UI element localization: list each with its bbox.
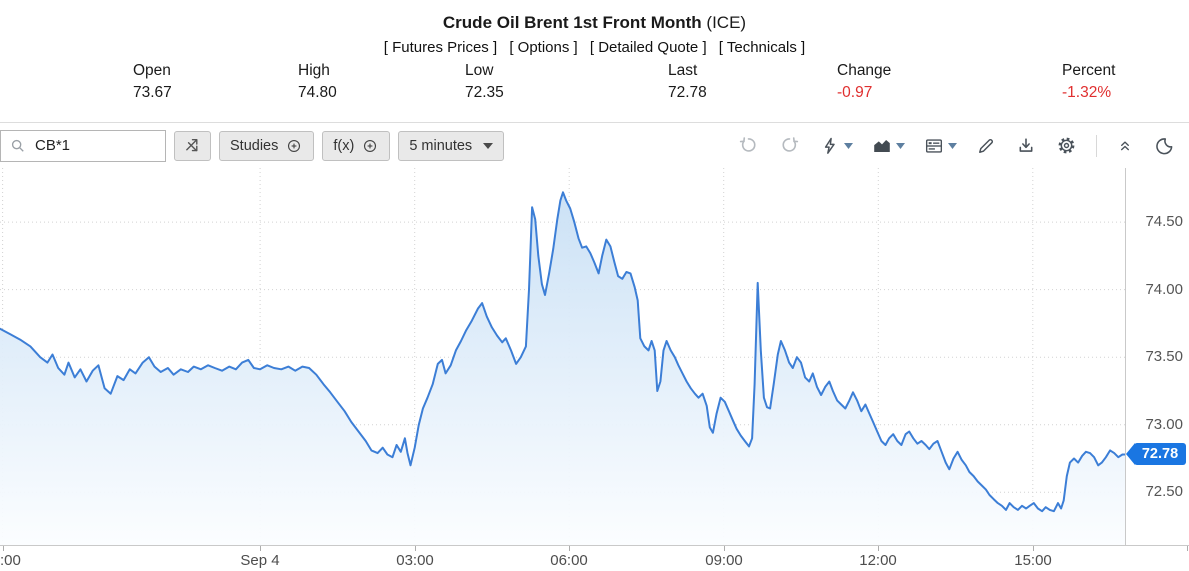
- caret-down-icon: [844, 142, 853, 149]
- dark-mode-moon-icon: [1153, 135, 1175, 157]
- time-axis-label: 15:00: [1014, 552, 1052, 569]
- quote-label: Last: [668, 62, 698, 79]
- exchange-name: (ICE): [706, 13, 747, 32]
- quote-value: -0.97: [837, 84, 873, 101]
- price-axis-label: 74.50: [1145, 213, 1183, 230]
- quote-field-last: Last 72.78: [668, 61, 707, 103]
- studies-button-label: Studies: [230, 137, 279, 154]
- quote-label: High: [298, 62, 330, 79]
- page-title: Crude Oil Brent 1st Front Month (ICE): [0, 12, 1189, 33]
- caret-down-icon: [896, 142, 905, 149]
- toolbar-right-group: [737, 134, 1189, 157]
- redo-button[interactable]: [778, 134, 801, 157]
- quote-field-percent: Percent -1.32%: [1062, 61, 1115, 103]
- time-axis-label: 03:00: [396, 552, 434, 569]
- quote-label: Open: [133, 62, 171, 79]
- interval-dropdown-value: 5 minutes: [409, 137, 473, 154]
- interval-dropdown[interactable]: 5 minutes: [398, 130, 505, 161]
- time-axis-tick: [3, 546, 4, 551]
- price-area-fill: [0, 192, 1125, 546]
- fx-button-label: f(x): [333, 137, 355, 154]
- events-menu-button[interactable]: [819, 135, 853, 157]
- quote-field-open: Open 73.67: [133, 61, 172, 103]
- plus-circle-icon: [285, 137, 303, 155]
- redo-icon: [778, 134, 801, 157]
- quote-field-low: Low 72.35: [465, 61, 504, 103]
- draw-pencil-icon: [975, 135, 997, 157]
- dark-mode-button[interactable]: [1153, 135, 1175, 157]
- download-icon: [1015, 135, 1037, 157]
- time-axis-tick: [260, 546, 261, 551]
- time-axis-tick: [1033, 546, 1034, 551]
- last-price-badge-value: 72.78: [1141, 446, 1179, 462]
- search-icon: [9, 137, 27, 155]
- caret-down-icon: [948, 142, 957, 149]
- time-axis-tick: [415, 546, 416, 551]
- quote-value: 74.80: [298, 84, 337, 101]
- chart-type-area-icon: [871, 135, 893, 157]
- time-axis-tick: [878, 546, 879, 551]
- layout-menu-button[interactable]: [923, 135, 957, 157]
- plus-circle-icon: [361, 137, 379, 155]
- link-technicals[interactable]: [ Technicals ]: [718, 39, 806, 56]
- toolbar-left-group: Studies f(x) 5 minutes: [0, 123, 512, 168]
- time-axis-tick: [724, 546, 725, 551]
- studies-button[interactable]: Studies: [219, 130, 315, 161]
- time-axis-label: :00: [0, 552, 21, 569]
- quote-value: 72.78: [668, 84, 707, 101]
- price-axis-label: 73.00: [1145, 416, 1183, 433]
- symbol-search[interactable]: [0, 129, 166, 162]
- caret-down-icon: [483, 142, 494, 149]
- time-axis-tick: [1187, 546, 1188, 551]
- link-futures-prices[interactable]: [ Futures Prices ]: [383, 39, 498, 56]
- events-lightning-icon: [819, 135, 841, 157]
- last-price-marker-arrow: [1126, 443, 1135, 465]
- instrument-name: Crude Oil Brent 1st Front Month: [442, 13, 702, 32]
- quote-value: 72.35: [465, 84, 504, 101]
- quote-field-change: Change -0.97: [837, 61, 891, 103]
- fx-button[interactable]: f(x): [322, 130, 391, 161]
- time-axis-label: 12:00: [859, 552, 897, 569]
- quote-value: 73.67: [133, 84, 172, 101]
- price-axis-label: 72.50: [1145, 483, 1183, 500]
- undo-button[interactable]: [737, 134, 760, 157]
- layout-panels-icon: [923, 135, 945, 157]
- last-price-badge: 72.78: [1134, 443, 1186, 465]
- time-axis-label: Sep 4: [240, 552, 280, 569]
- quote-label: Change: [837, 62, 892, 79]
- time-axis-label: 09:00: [705, 552, 743, 569]
- time-axis-tick: [569, 546, 570, 551]
- chart-type-menu-button[interactable]: [871, 135, 905, 157]
- collapse-toolbar-icon: [1115, 136, 1135, 156]
- settings-button[interactable]: [1055, 134, 1078, 157]
- undo-icon: [737, 134, 760, 157]
- compare-arrows-icon: [182, 135, 203, 156]
- quote-label: Low: [465, 62, 494, 79]
- quote-nav-links: [ Futures Prices ] [ Options ] [ Detaile…: [0, 39, 1189, 56]
- quote-field-high: High 74.80: [298, 61, 337, 103]
- draw-button[interactable]: [975, 135, 997, 157]
- price-line: [0, 191, 1126, 513]
- toolbar-separator: [1096, 134, 1097, 157]
- time-axis[interactable]: :00 Sep 4 03:00 06:00 09:00 12:00 15:00: [0, 545, 1189, 571]
- link-detailed-quote[interactable]: [ Detailed Quote ]: [589, 39, 707, 56]
- quote-value: -1.32%: [1062, 84, 1112, 101]
- price-axis-line: [1125, 168, 1126, 545]
- link-options[interactable]: [ Options ]: [509, 39, 578, 56]
- symbol-search-input[interactable]: [33, 136, 159, 155]
- price-axis-label: 74.00: [1145, 281, 1183, 298]
- settings-gear-icon: [1055, 134, 1078, 157]
- price-area-chart[interactable]: [0, 168, 1126, 546]
- quote-label: Percent: [1062, 62, 1116, 79]
- compare-button[interactable]: [174, 130, 211, 161]
- collapse-toolbar-button[interactable]: [1115, 136, 1135, 156]
- price-axis-label: 73.50: [1145, 348, 1183, 365]
- download-button[interactable]: [1015, 135, 1037, 157]
- price-chart: 74.50 74.00 73.50 73.00 72.50 72.78: [0, 168, 1189, 546]
- chart-plot-canvas[interactable]: [0, 168, 1126, 546]
- time-axis-label: 06:00: [550, 552, 588, 569]
- chart-toolbar: Studies f(x) 5 minutes: [0, 122, 1189, 168]
